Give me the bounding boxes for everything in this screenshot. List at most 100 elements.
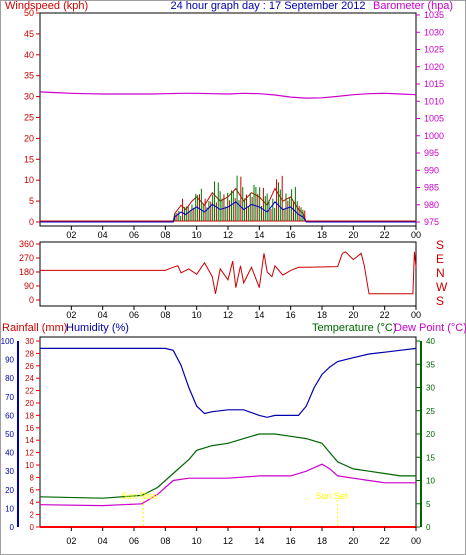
dewpoint-axis-title: Dew Point (°C) [394,322,466,334]
x-tick-label: 04 [98,536,108,546]
dewpoint-line [39,463,416,507]
compass-label: E [436,252,444,266]
baro-y-tick-label: 1025 [424,45,444,55]
x-tick-label: 14 [254,230,264,240]
wind-y-tick-label: 40 [24,50,34,60]
windspeed-blue-line [40,201,416,223]
x-tick-label: 08 [160,536,170,546]
barometer-axis-title: Barometer (hpa) [373,0,453,12]
x-tick-label: 00 [411,310,421,320]
rain-y-tick-label: 16 [25,424,34,433]
x-tick-label: 04 [98,310,108,320]
wind-y-tick-label: 30 [24,92,34,102]
humidity-y-tick-label: 90 [5,356,14,365]
wind-y-tick-label: 25 [24,113,34,123]
baro-y-tick-label: 1015 [424,79,444,89]
sunset-label: Sun Set [316,491,349,501]
temp-y-tick-label: 30 [426,384,435,393]
rain-y-tick-label: 14 [25,436,34,445]
dir-y-tick-label: 0 [29,295,34,305]
x-tick-label: 18 [317,536,327,546]
compass-label: N [436,266,445,280]
baro-y-tick-label: 980 [424,200,439,210]
compass-label: W [436,280,448,294]
humidity-y-tick-label: 80 [5,374,14,383]
x-tick-label: 02 [66,310,76,320]
temp-y-tick-label: 20 [426,430,435,439]
x-tick-label: 22 [380,536,390,546]
x-tick-label: 22 [380,310,390,320]
barometer-line [39,91,417,99]
humidity-y-tick-label: 70 [5,393,14,402]
temp-y-tick-label: 15 [426,453,435,462]
wind-direction-line [40,251,417,295]
x-tick-label: 10 [192,230,202,240]
x-tick-label: 20 [348,230,358,240]
temp-y-tick-label: 0 [426,523,431,532]
temp-y-tick-label: 10 [426,477,435,486]
x-tick-label: 16 [286,310,296,320]
rain-y-tick-label: 20 [25,399,34,408]
humidity-y-tick-label: 10 [5,504,14,513]
humidity-y-tick-label: 30 [5,467,14,476]
rain-y-tick-label: 24 [25,374,34,383]
temp-y-tick-label: 25 [426,407,435,416]
rain-y-tick-label: 10 [25,461,34,470]
x-tick-label: 22 [380,230,390,240]
baro-y-tick-label: 1005 [424,114,444,124]
x-tick-label: 14 [254,536,264,546]
wind-y-tick-label: 45 [24,29,34,39]
humidity-y-tick-label: 100 [1,337,15,346]
humidity-y-tick-label: 40 [5,449,14,458]
rain-y-tick-label: 2 [30,511,35,520]
dir-y-tick-label: 90 [24,281,34,291]
rain-y-tick-label: 0 [30,523,35,532]
x-tick-label: 10 [192,536,202,546]
temp-y-tick-label: 5 [426,500,431,509]
x-tick-label: 16 [286,230,296,240]
graph-date-title: 24 hour graph day : 17 September 2012 [170,0,365,12]
rain-y-tick-label: 12 [25,449,34,458]
wind-y-tick-label: 35 [24,71,34,81]
baro-y-tick-label: 1000 [424,131,444,141]
rain-y-tick-label: 18 [25,411,34,420]
baro-y-tick-label: 990 [424,165,439,175]
x-tick-label: 14 [254,310,264,320]
compass-label: S [436,294,444,308]
x-tick-label: 18 [317,310,327,320]
baro-y-tick-label: 975 [424,217,439,227]
rain-y-tick-label: 6 [30,486,35,495]
x-tick-label: 06 [129,536,139,546]
dir-y-tick-label: 270 [19,253,34,263]
wind-y-tick-label: 15 [24,154,34,164]
wind-y-tick-label: 10 [24,175,34,185]
humidity-y-tick-label: 60 [5,411,14,420]
rain-y-tick-label: 30 [25,337,34,346]
baro-y-tick-label: 985 [424,183,439,193]
sunrise-label: Sun Rise [121,491,158,501]
x-tick-label: 06 [129,310,139,320]
x-tick-label: 12 [223,310,233,320]
x-tick-label: 08 [160,310,170,320]
x-tick-label: 02 [66,536,76,546]
x-tick-label: 12 [223,230,233,240]
wind-y-tick-label: 50 [24,8,34,18]
baro-y-tick-label: 1010 [424,96,444,106]
x-tick-label: 02 [66,230,76,240]
compass-label: S [436,238,444,252]
x-tick-label: 04 [98,230,108,240]
baro-y-tick-label: 1020 [424,62,444,72]
x-tick-label: 20 [348,310,358,320]
x-tick-label: 20 [348,536,358,546]
baro-y-tick-label: 1030 [424,27,444,37]
humidity-y-tick-label: 20 [5,486,14,495]
rainfall-axis-title: Rainfall (mm) [2,322,67,334]
x-tick-label: 16 [286,536,296,546]
humidity-line [40,347,417,418]
dir-y-tick-label: 180 [19,267,34,277]
rain-y-tick-label: 22 [25,387,34,396]
wind-y-tick-label: 5 [29,196,34,206]
